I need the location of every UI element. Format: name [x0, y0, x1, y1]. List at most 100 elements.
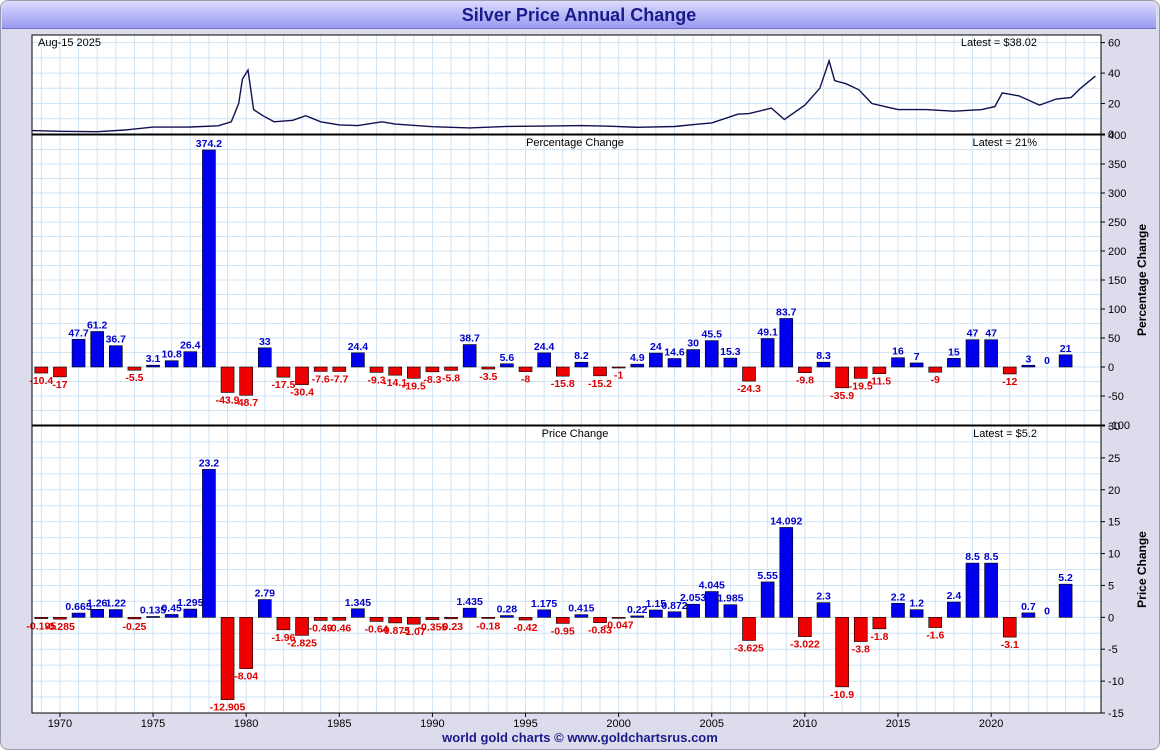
- bar-label-1993: -3.5: [479, 371, 497, 383]
- y-tick-label: -15: [1108, 708, 1124, 720]
- panel-1-border: [31, 134, 1102, 426]
- latest-label: Latest = $5.2: [973, 428, 1037, 440]
- bar-label-2004: 2.053: [680, 592, 706, 604]
- bar-label-2021: -12: [1002, 376, 1017, 388]
- bar-label-2019: 47: [967, 328, 979, 340]
- bar-2015: [891, 603, 905, 618]
- bar-1990: [425, 366, 440, 373]
- bar-2004: [686, 603, 700, 618]
- bar-label-1975: 3.1: [146, 353, 161, 365]
- bar-label-2004: 30: [687, 338, 699, 350]
- bar-2003: [667, 358, 682, 368]
- bar-label-2001: 4.9: [630, 352, 645, 364]
- bar-label-1974: -5.5: [125, 372, 143, 384]
- bar-label-2000: -1: [614, 370, 623, 382]
- bar-label-2023: 0: [1044, 355, 1050, 367]
- bar-label-2017: -9: [931, 374, 940, 386]
- bar-1972: [90, 331, 104, 368]
- bar-label-2002: 1.15: [646, 598, 667, 610]
- bar-label-1989: -19.5: [402, 380, 426, 392]
- bar-label-1995: -8: [521, 374, 530, 386]
- bar-label-1977: 1.295: [177, 597, 203, 609]
- bar-2009: [779, 527, 794, 618]
- bar-label-2022: 3: [1025, 353, 1031, 365]
- bar-1971: [71, 612, 86, 618]
- bar-1990: [425, 617, 440, 620]
- bar-1989: [406, 366, 421, 379]
- bar-label-1990: -8.3: [423, 374, 441, 386]
- bar-1988: [388, 617, 402, 624]
- bar-1982: [276, 617, 291, 631]
- bar-label-2000: -0.047: [604, 620, 634, 632]
- bar-2000: [611, 366, 626, 369]
- bar-label-2007: -24.3: [737, 383, 761, 395]
- bar-label-1995: -0.42: [514, 622, 538, 634]
- bar-label-1987: -9.3: [367, 374, 385, 386]
- y-tick-label: 0: [1108, 362, 1114, 374]
- bar-label-2005: 45.5: [702, 329, 723, 341]
- bar-2000: [611, 617, 626, 619]
- bar-label-2012: -10.9: [830, 689, 854, 701]
- bar-1978: [202, 149, 216, 368]
- bar-label-1972: 1.26: [87, 597, 108, 609]
- bar-label-1983: -30.4: [290, 387, 314, 399]
- bar-label-2003: 0.872: [661, 600, 687, 612]
- bar-1993: [481, 366, 496, 370]
- bar-label-2012: -35.9: [830, 390, 854, 402]
- bar-label-2022: 0.7: [1021, 601, 1036, 613]
- bar-2013: [853, 617, 868, 642]
- bar-1974: [127, 366, 142, 371]
- y-axis-label: Price Change: [1135, 531, 1149, 608]
- bar-label-1974: -0.25: [122, 621, 146, 633]
- bar-2002: [649, 352, 663, 368]
- bar-1994: [500, 615, 514, 618]
- bar-1980: [239, 617, 253, 669]
- bar-label-1977: 26.4: [180, 340, 201, 352]
- bar-label-1986: 24.4: [348, 341, 369, 353]
- bar-label-2008: 49.1: [757, 327, 778, 339]
- x-tick-label: 1970: [48, 718, 72, 730]
- bar-label-1970: -0.285: [45, 621, 75, 633]
- bar-1985: [332, 366, 347, 372]
- bar-1996: [537, 609, 551, 618]
- bar-2011: [816, 361, 831, 368]
- bar-1981: [257, 347, 272, 368]
- bar-1971: [71, 339, 86, 368]
- bar-1980: [239, 366, 253, 396]
- x-tick-label: 2000: [606, 718, 630, 730]
- y-tick-label: -5: [1108, 644, 1118, 656]
- bar-2024: [1058, 354, 1073, 368]
- x-tick-label: 2010: [793, 718, 817, 730]
- bar-label-1979: -43.9: [216, 394, 240, 406]
- bar-2010: [798, 366, 812, 373]
- y-tick-label: 100: [1108, 304, 1126, 316]
- bar-2013: [853, 366, 868, 379]
- bar-label-1975: 0.135: [140, 604, 166, 616]
- bar-label-1992: 1.435: [457, 596, 483, 608]
- bar-label-1991: -5.8: [442, 372, 460, 384]
- footer-credit: world gold charts © www.goldchartsrus.co…: [442, 730, 718, 745]
- bar-1976: [164, 614, 179, 618]
- bar-label-1969: -10.4: [29, 375, 53, 387]
- bar-1977: [183, 608, 198, 618]
- bar-2016: [909, 362, 924, 368]
- bar-label-2019: 8.5: [965, 551, 980, 563]
- y-tick-label: 350: [1108, 159, 1126, 171]
- bar-label-1989: -1.07: [402, 626, 426, 638]
- bar-label-1998: 8.2: [574, 350, 589, 362]
- y-tick-label: -10: [1108, 676, 1124, 688]
- bar-1975: [146, 616, 160, 618]
- y-tick-label: 300: [1108, 188, 1126, 200]
- bar-1986: [351, 352, 365, 368]
- bar-1999: [593, 617, 607, 623]
- bar-1972: [90, 608, 104, 618]
- bar-label-2006: 15.3: [720, 346, 741, 358]
- bar-1988: [388, 366, 402, 376]
- y-tick-label: 250: [1108, 217, 1126, 229]
- bar-label-1978: 23.2: [199, 457, 220, 469]
- y-tick-label: 60: [1108, 38, 1120, 50]
- bar-2017: [928, 617, 943, 628]
- bar-label-2015: 16: [892, 346, 904, 358]
- bar-1997: [555, 617, 570, 624]
- bar-label-1981: 33: [259, 336, 271, 348]
